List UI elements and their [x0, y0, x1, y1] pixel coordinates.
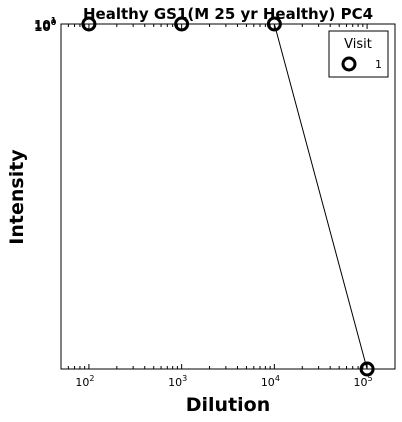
y-tick-base-b: 10: [34, 20, 51, 34]
x-tick-base-3: 10: [354, 376, 368, 389]
x-tick-base-0: 10: [75, 376, 89, 389]
x-tick-base-1: 10: [168, 376, 182, 389]
y-tick-label-b: 100: [34, 18, 57, 34]
x-tick-exp-0: 2: [89, 374, 94, 383]
series-line-0: [89, 24, 367, 369]
legend-entry-label: 1: [375, 58, 382, 71]
y-tick-exp-b: 0: [51, 18, 57, 27]
x-tick-exp-2: 4: [275, 374, 280, 383]
chart-title: Healthy GS1(M 25 yr Healthy) PC4: [83, 5, 373, 23]
legend-marker: [343, 58, 355, 70]
legend-title: Visit: [344, 37, 372, 52]
y-axis-label: Intensity: [6, 149, 28, 245]
x-tick-label-3: 105: [354, 374, 373, 389]
x-tick-label-0: 102: [75, 374, 94, 389]
x-tick-exp-1: 3: [182, 374, 187, 383]
x-axis-label: Dilution: [186, 394, 271, 416]
x-tick-label-2: 104: [261, 374, 280, 389]
x-tick-label-1: 103: [168, 374, 187, 389]
x-axis: 102 103 104 105: [61, 24, 395, 389]
legend: Visit 1: [329, 31, 388, 77]
x-tick-base-2: 10: [261, 376, 275, 389]
y-axis: 101 100: [34, 16, 57, 34]
